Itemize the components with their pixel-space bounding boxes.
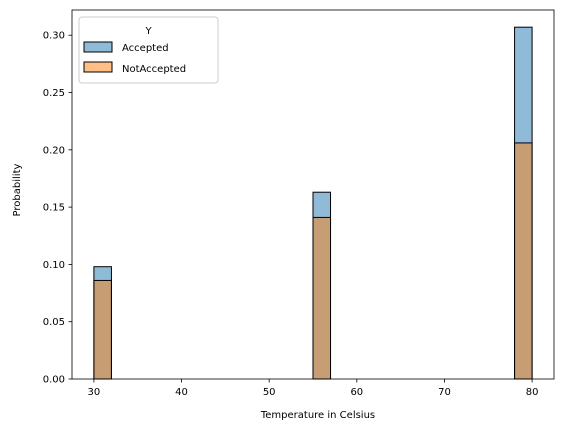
bar-notaccepted-30: [93, 279, 112, 380]
y-tick-label-0.30: 0.30: [43, 31, 65, 42]
x-tick-label-40: 40: [175, 387, 188, 398]
ticks-layer: 30 40 50 60 70 80 0.00 0.05 0.10 0.15 0.20 0.25 0.30: [43, 31, 539, 398]
y-tick-label-0.10: 0.10: [43, 260, 65, 271]
x-tick-label-60: 60: [350, 387, 363, 398]
legend-label-accepted: Accepted: [122, 43, 169, 54]
axes-frame: [71, 9, 555, 380]
x-tick-label-70: 70: [438, 387, 451, 398]
bar-notaccepted-78: [514, 142, 533, 380]
y-tick-label-0.25: 0.25: [43, 88, 65, 99]
bar-notaccepted-55: [312, 216, 332, 380]
x-tick-label-80: 80: [526, 387, 539, 398]
legend-title: Y: [144, 26, 152, 37]
y-tick-label-0.05: 0.05: [43, 317, 65, 328]
y-axis-label: Probability: [12, 163, 23, 216]
legend-swatch-notaccepted: [83, 61, 113, 73]
x-axis-label: Temperature in Celsius: [260, 410, 375, 421]
plot-border: [71, 9, 555, 380]
legend-box: [78, 16, 219, 84]
legend-swatch-accepted: [83, 41, 113, 53]
legend-label-notaccepted: NotAccepted: [122, 64, 186, 75]
legend: Y Accepted NotAccepted: [78, 16, 219, 84]
x-tick-label-50: 50: [263, 387, 276, 398]
y-tick-label-0.20: 0.20: [43, 145, 65, 156]
x-tick-label-30: 30: [88, 387, 101, 398]
bars-layer: [93, 26, 533, 380]
y-tick-label-0.00: 0.00: [43, 375, 65, 386]
y-tick-label-0.15: 0.15: [43, 203, 65, 214]
